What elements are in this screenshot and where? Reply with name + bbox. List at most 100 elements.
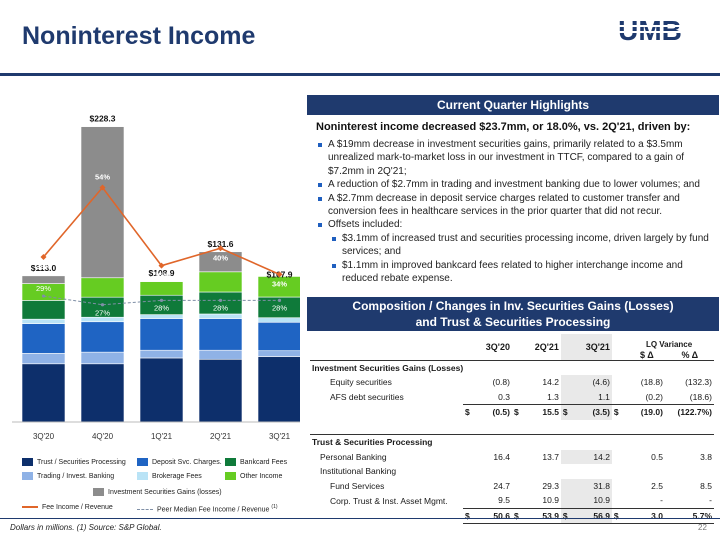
legend-label: Bankcard Fees: [240, 458, 288, 466]
bar-total-label: $131.6: [208, 239, 234, 249]
bar-segment: [257, 317, 300, 323]
bar-segment: [80, 351, 125, 365]
legend-item: Trading / Invest. Banking: [22, 472, 114, 480]
col-3q20: 3Q'20: [485, 341, 510, 352]
legend-label: Trading / Invest. Banking: [37, 472, 115, 480]
bar-total-label: $228.3: [90, 114, 116, 124]
x-tick-label: 2Q'21: [210, 432, 232, 441]
bar-total-label: $108.9: [149, 268, 175, 278]
col-2q21: 2Q'21: [534, 341, 559, 352]
legend-swatch: [225, 472, 236, 480]
bar-segment: [139, 280, 184, 282]
bar-segment: [139, 318, 184, 351]
legend-item: Bankcard Fees: [225, 458, 287, 466]
lq-variance-label: LQ Variance: [645, 339, 693, 349]
legend-item-peer-median: Peer Median Fee Income / Revenue (1): [137, 504, 278, 513]
peer-median-point: [100, 303, 105, 307]
table-row: Equity securities (0.8) 14.2 (4.6) (18.8…: [310, 375, 714, 390]
bar-segment: [21, 353, 66, 365]
highlight-bullet: Offsets included:: [316, 218, 718, 231]
legend-swatch: [225, 458, 236, 466]
peer-median-point: [159, 298, 164, 302]
x-tick-label: 4Q'20: [92, 432, 114, 441]
bar-segment: [198, 318, 243, 351]
legend-label: Deposit Svc. Charges.: [152, 458, 222, 466]
peer-median-label: 27%: [95, 309, 110, 318]
col-dollar-change: $ Δ: [640, 349, 654, 360]
bar-segment: [198, 251, 243, 273]
legend-item: Investment Securities Gains (losses): [93, 488, 222, 496]
col-percent-change: % Δ: [681, 349, 699, 360]
bar-segment: [21, 323, 66, 354]
legend-label: Investment Securities Gains (losses): [108, 488, 222, 496]
bar-segment: [80, 363, 125, 423]
bar-total-label: $113.0: [31, 263, 57, 273]
highlight-bullet: $3.1mm of increased trust and securities…: [316, 232, 718, 259]
noninterest-income-chart: $113.0 3Q'20 $228.3 4Q'20 $108.9 1Q'21 $131.6 2…: [12, 114, 300, 441]
fee-income-label: 34%: [272, 279, 287, 288]
bar-segment: [257, 356, 300, 423]
bar-segment: [139, 314, 184, 319]
legend-swatch: [22, 458, 33, 466]
peer-median-label: 28%: [272, 303, 287, 312]
legend-swatch: [22, 472, 33, 480]
footnote: Dollars in millions. (1) Source: S&P Glo…: [10, 523, 162, 532]
page-title: Noninterest Income: [22, 22, 256, 50]
legend-label: Brokerage Fees: [152, 472, 202, 480]
legend-item: Trust / Securities Processing: [22, 458, 126, 466]
fee-income-point: [40, 253, 47, 260]
x-tick-label: 1Q'21: [151, 432, 173, 441]
legend-label: Other Income: [240, 472, 283, 480]
composition-header: Composition / Changes in Inv. Securities…: [307, 297, 719, 331]
bar-segment: [139, 349, 184, 359]
fee-income-label: 38%: [36, 262, 51, 271]
legend-line-median: [137, 508, 153, 510]
section-inv-securities: Investment Securities Gains (Losses): [310, 359, 714, 375]
highlights-list: A $19mm decrease in investment securitie…: [316, 138, 718, 285]
bar-segment: [80, 277, 125, 298]
fee-income-point: [99, 184, 106, 191]
fee-income-point: [158, 262, 165, 269]
legend-swatch: [137, 458, 148, 466]
bar-segment: [80, 126, 125, 279]
table-row-subtotal: $ 50.6 $ 53.9 $ 56.9 $ 3.0 5.7%: [310, 508, 714, 524]
peer-median-line: [43, 295, 280, 306]
peer-median-point: [277, 298, 282, 302]
bar-segment: [139, 357, 184, 423]
highlight-bullet: A reduction of $2.7mm in trading and inv…: [316, 178, 718, 191]
legend-item: Brokerage Fees: [137, 472, 202, 480]
bar-segment: [257, 321, 300, 352]
bar-segment: [198, 313, 243, 319]
peer-median-point: [41, 294, 46, 298]
legend-label: Trust / Securities Processing: [37, 458, 126, 466]
institutional-label: Institutional Banking: [320, 466, 397, 477]
composition-table: 3Q'20 2Q'21 3Q'21 LQ Variance $ Δ % Δ In…: [310, 334, 714, 524]
highlights-lead: Noninterest income decreased $23.7mm, or…: [316, 121, 691, 133]
highlight-bullet: A $2.7mm decrease in deposit service cha…: [316, 192, 718, 219]
legend-item: Deposit Svc. Charges.: [137, 458, 222, 466]
fee-income-line: [42, 186, 280, 276]
bar-segment: [139, 281, 184, 296]
footer-rule: [0, 518, 720, 519]
title-rule: [0, 73, 720, 76]
page-number: 22: [698, 523, 707, 532]
peer-median-label: 28%: [213, 303, 228, 312]
table-row: Corp. Trust & Inst. Asset Mgmt. 9.5 10.9…: [310, 493, 714, 509]
col-3q21: 3Q'21: [573, 334, 612, 360]
table-row-subtotal: $ (0.5) $ 15.5 $ (3.5) $ (19.0) (122.7%): [310, 404, 714, 420]
table-row: Personal Banking 16.4 13.7 14.2 0.5 3.8: [310, 449, 714, 464]
legend-line-fee: [22, 506, 38, 509]
composition-title-line2: and Trust & Securities Processing: [415, 315, 611, 329]
peer-median-label: 28%: [154, 303, 169, 312]
legend-swatch: [93, 488, 104, 496]
fee-income-label: 54%: [95, 172, 110, 181]
bar-segment: [198, 349, 243, 360]
legend-label: Peer Median Fee Income / Revenue: [157, 506, 272, 514]
x-tick-label: 3Q'20: [33, 432, 55, 441]
bar-segment: [80, 321, 125, 353]
table-row: AFS debt securities 0.3 1.3 1.1 (0.2) (1…: [310, 389, 714, 405]
umb-logo: UMB: [604, 16, 696, 46]
highlight-bullet: A $19mm decrease in investment securitie…: [316, 138, 718, 178]
legend-footnote-ref: (1): [271, 504, 278, 510]
peer-median-point: [218, 298, 223, 302]
